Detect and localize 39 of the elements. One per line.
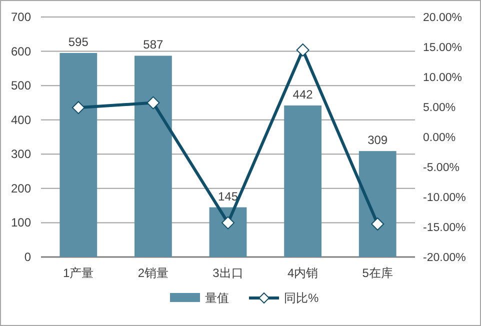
x-tick-label: 3出口 — [212, 266, 244, 280]
y2-tick-label: 0.00% — [423, 132, 456, 144]
x-tick-label: 5在库 — [362, 266, 393, 280]
y2-tick-label: 15.00% — [423, 42, 462, 54]
y-tick-label: 400 — [10, 112, 32, 127]
y-tick-label: 100 — [10, 216, 32, 230]
legend-label: 同比% — [284, 291, 319, 305]
y-tick-label: 700 — [10, 10, 32, 24]
data-label: 309 — [368, 133, 388, 148]
data-label: 442 — [292, 87, 314, 102]
y2-tick-label: 10.00% — [423, 72, 462, 84]
y2-tick-label: -15.00% — [423, 222, 466, 234]
y-tick-label: 300 — [10, 147, 32, 162]
point — [146, 96, 160, 110]
y-tick-label: 0 — [24, 250, 32, 264]
point — [371, 218, 384, 230]
point — [296, 44, 310, 56]
x-tick-label: 1产量 — [63, 266, 94, 280]
y-tick-label: 600 — [10, 44, 32, 58]
bar — [60, 53, 98, 257]
x-tick-label: 2销量 — [138, 266, 169, 280]
data-label: 587 — [143, 38, 164, 52]
y2-tick-label: 5.00% — [423, 102, 456, 114]
y-tick-label: 200 — [10, 181, 32, 196]
bar — [284, 105, 322, 257]
y2-tick-label: -5.00% — [423, 162, 460, 174]
point — [222, 216, 234, 230]
point — [72, 101, 85, 114]
data-label: 145 — [218, 189, 238, 204]
y2-tick-label: -10.00% — [423, 192, 466, 204]
bar — [358, 151, 396, 257]
y-tick-label: 500 — [10, 78, 32, 93]
x-tick-label: 4内销 — [287, 266, 318, 280]
y2-tick-label: 20.00% — [423, 12, 462, 24]
bar — [134, 56, 172, 257]
data-label: 595 — [68, 35, 89, 49]
y2-tick-label: -20.00% — [423, 252, 466, 264]
legend-label: 量值 — [205, 291, 229, 305]
bar — [209, 207, 247, 257]
